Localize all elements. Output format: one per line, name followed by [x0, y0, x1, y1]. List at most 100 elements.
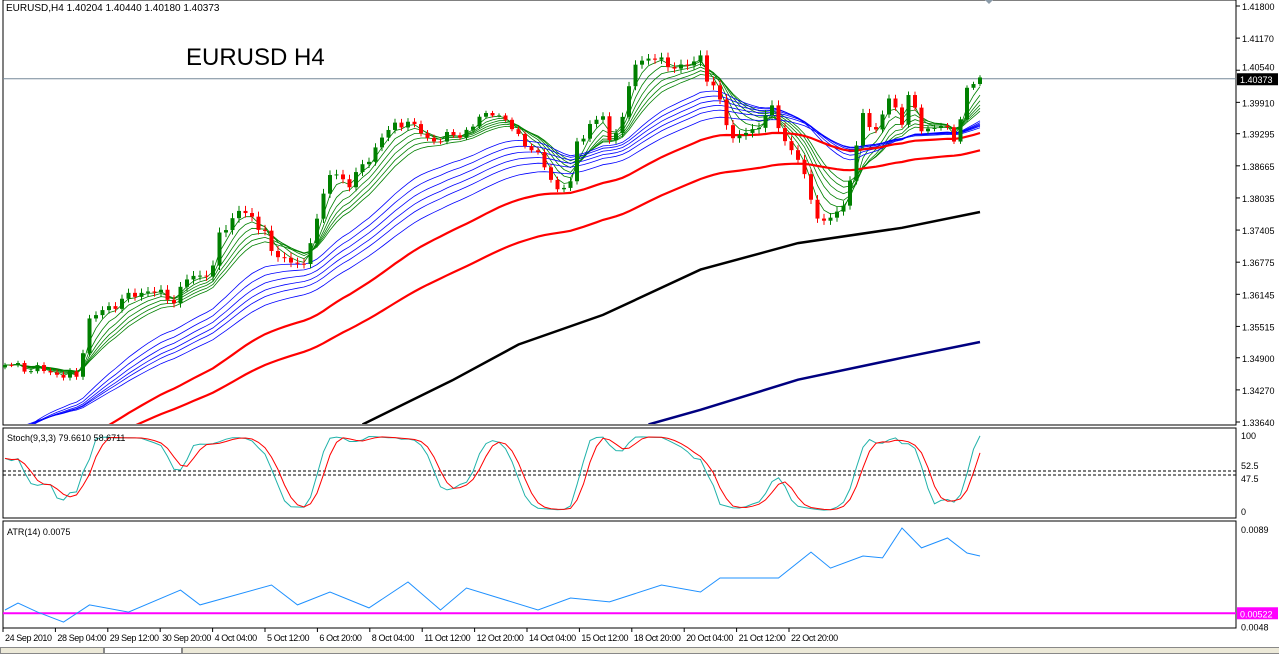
candle — [900, 103, 904, 128]
candle — [861, 108, 865, 150]
candle-body — [627, 86, 631, 117]
candle — [796, 145, 800, 165]
candle — [484, 110, 488, 119]
price-tick-label: 1.36775 — [1242, 258, 1275, 268]
stoch-signal-line — [4, 436, 981, 511]
candle — [412, 118, 417, 128]
atr-panel — [3, 527, 1236, 623]
candle — [321, 188, 326, 223]
candle — [614, 129, 618, 144]
candle — [932, 124, 937, 132]
candle — [464, 127, 469, 141]
candle — [133, 288, 137, 301]
price-tick-label: 1.34900 — [1242, 354, 1275, 364]
price-tick-label: 1.34270 — [1242, 386, 1275, 396]
candle — [373, 143, 378, 166]
candle — [698, 50, 703, 66]
candle-body — [81, 353, 85, 377]
candle — [94, 311, 98, 322]
time-tick-label: 21 Oct 12:00 — [739, 633, 786, 643]
candle-body — [588, 123, 592, 139]
candle — [620, 112, 625, 138]
candle-body — [497, 115, 501, 117]
candle — [919, 104, 924, 135]
candle-body — [42, 365, 46, 371]
candle-body — [802, 159, 807, 175]
candle-body — [74, 371, 79, 377]
candle-body — [926, 128, 930, 132]
candle-body — [451, 132, 456, 136]
candle — [978, 75, 982, 87]
candle-body — [698, 55, 703, 62]
atr-panel-frame — [2, 520, 1237, 629]
main-panel-frame — [2, 0, 1237, 426]
price-tick-label: 1.37405 — [1242, 226, 1275, 236]
candle — [146, 287, 150, 297]
stoch-tick-label: 0 — [1241, 507, 1246, 517]
candle — [198, 270, 202, 281]
candle-body — [276, 251, 280, 258]
candle-body — [555, 179, 560, 190]
candle-body — [94, 315, 98, 319]
ma-navy-line — [648, 340, 981, 424]
candle — [926, 125, 930, 135]
candle-body — [510, 119, 514, 130]
atr-label: ATR(14) 0.0075 — [7, 527, 70, 537]
candle — [828, 213, 833, 225]
candle-body — [692, 61, 696, 66]
candle — [100, 306, 105, 319]
candle — [425, 129, 430, 141]
chart-tab-active[interactable] — [104, 648, 182, 654]
candle-body — [48, 370, 53, 373]
candle-body — [646, 58, 651, 61]
candle — [211, 260, 215, 281]
candle — [542, 149, 547, 170]
price-tick-label: 1.39910 — [1242, 98, 1275, 108]
ema-mid-40 — [30, 109, 981, 424]
candle-body — [120, 298, 124, 309]
candle-body — [906, 95, 911, 125]
candle-body — [874, 127, 878, 130]
chart-shift-marker-icon[interactable] — [985, 0, 993, 4]
candle — [763, 110, 768, 133]
candle-body — [867, 113, 872, 128]
stoch-panel-frame — [2, 427, 1237, 519]
candle — [3, 362, 7, 370]
candle-body — [503, 115, 508, 120]
candle-body — [269, 230, 274, 252]
candle — [523, 131, 527, 149]
candle-body — [900, 107, 904, 125]
candle — [945, 123, 950, 130]
candle-body — [536, 150, 540, 153]
candle-body — [16, 363, 20, 366]
candle-body — [945, 125, 950, 128]
candle — [802, 154, 807, 179]
candle — [906, 91, 911, 128]
candle-body — [328, 175, 332, 194]
candle-body — [783, 128, 787, 142]
candle — [913, 91, 917, 111]
candle — [640, 56, 644, 69]
candle — [107, 302, 111, 314]
candle-body — [484, 113, 488, 117]
candle-body — [458, 135, 462, 138]
atr-level-label: 0.00522 — [1240, 609, 1273, 619]
chart-tabs-bar — [0, 647, 1279, 654]
candle-body — [347, 179, 352, 188]
chart-tab[interactable] — [182, 648, 1279, 654]
candle-body — [393, 122, 397, 130]
candle-body — [113, 306, 118, 309]
candle-body — [87, 318, 92, 354]
candle-body — [958, 119, 963, 142]
chart-tab[interactable] — [0, 648, 104, 654]
candle-body — [880, 114, 885, 130]
candle-body — [256, 216, 261, 230]
candle — [217, 227, 222, 271]
candle-body — [633, 64, 638, 87]
stoch-tick-label: 47.5 — [1241, 474, 1259, 484]
candle — [893, 94, 898, 111]
candle — [256, 211, 261, 235]
candle — [770, 100, 774, 120]
candle — [458, 132, 462, 141]
